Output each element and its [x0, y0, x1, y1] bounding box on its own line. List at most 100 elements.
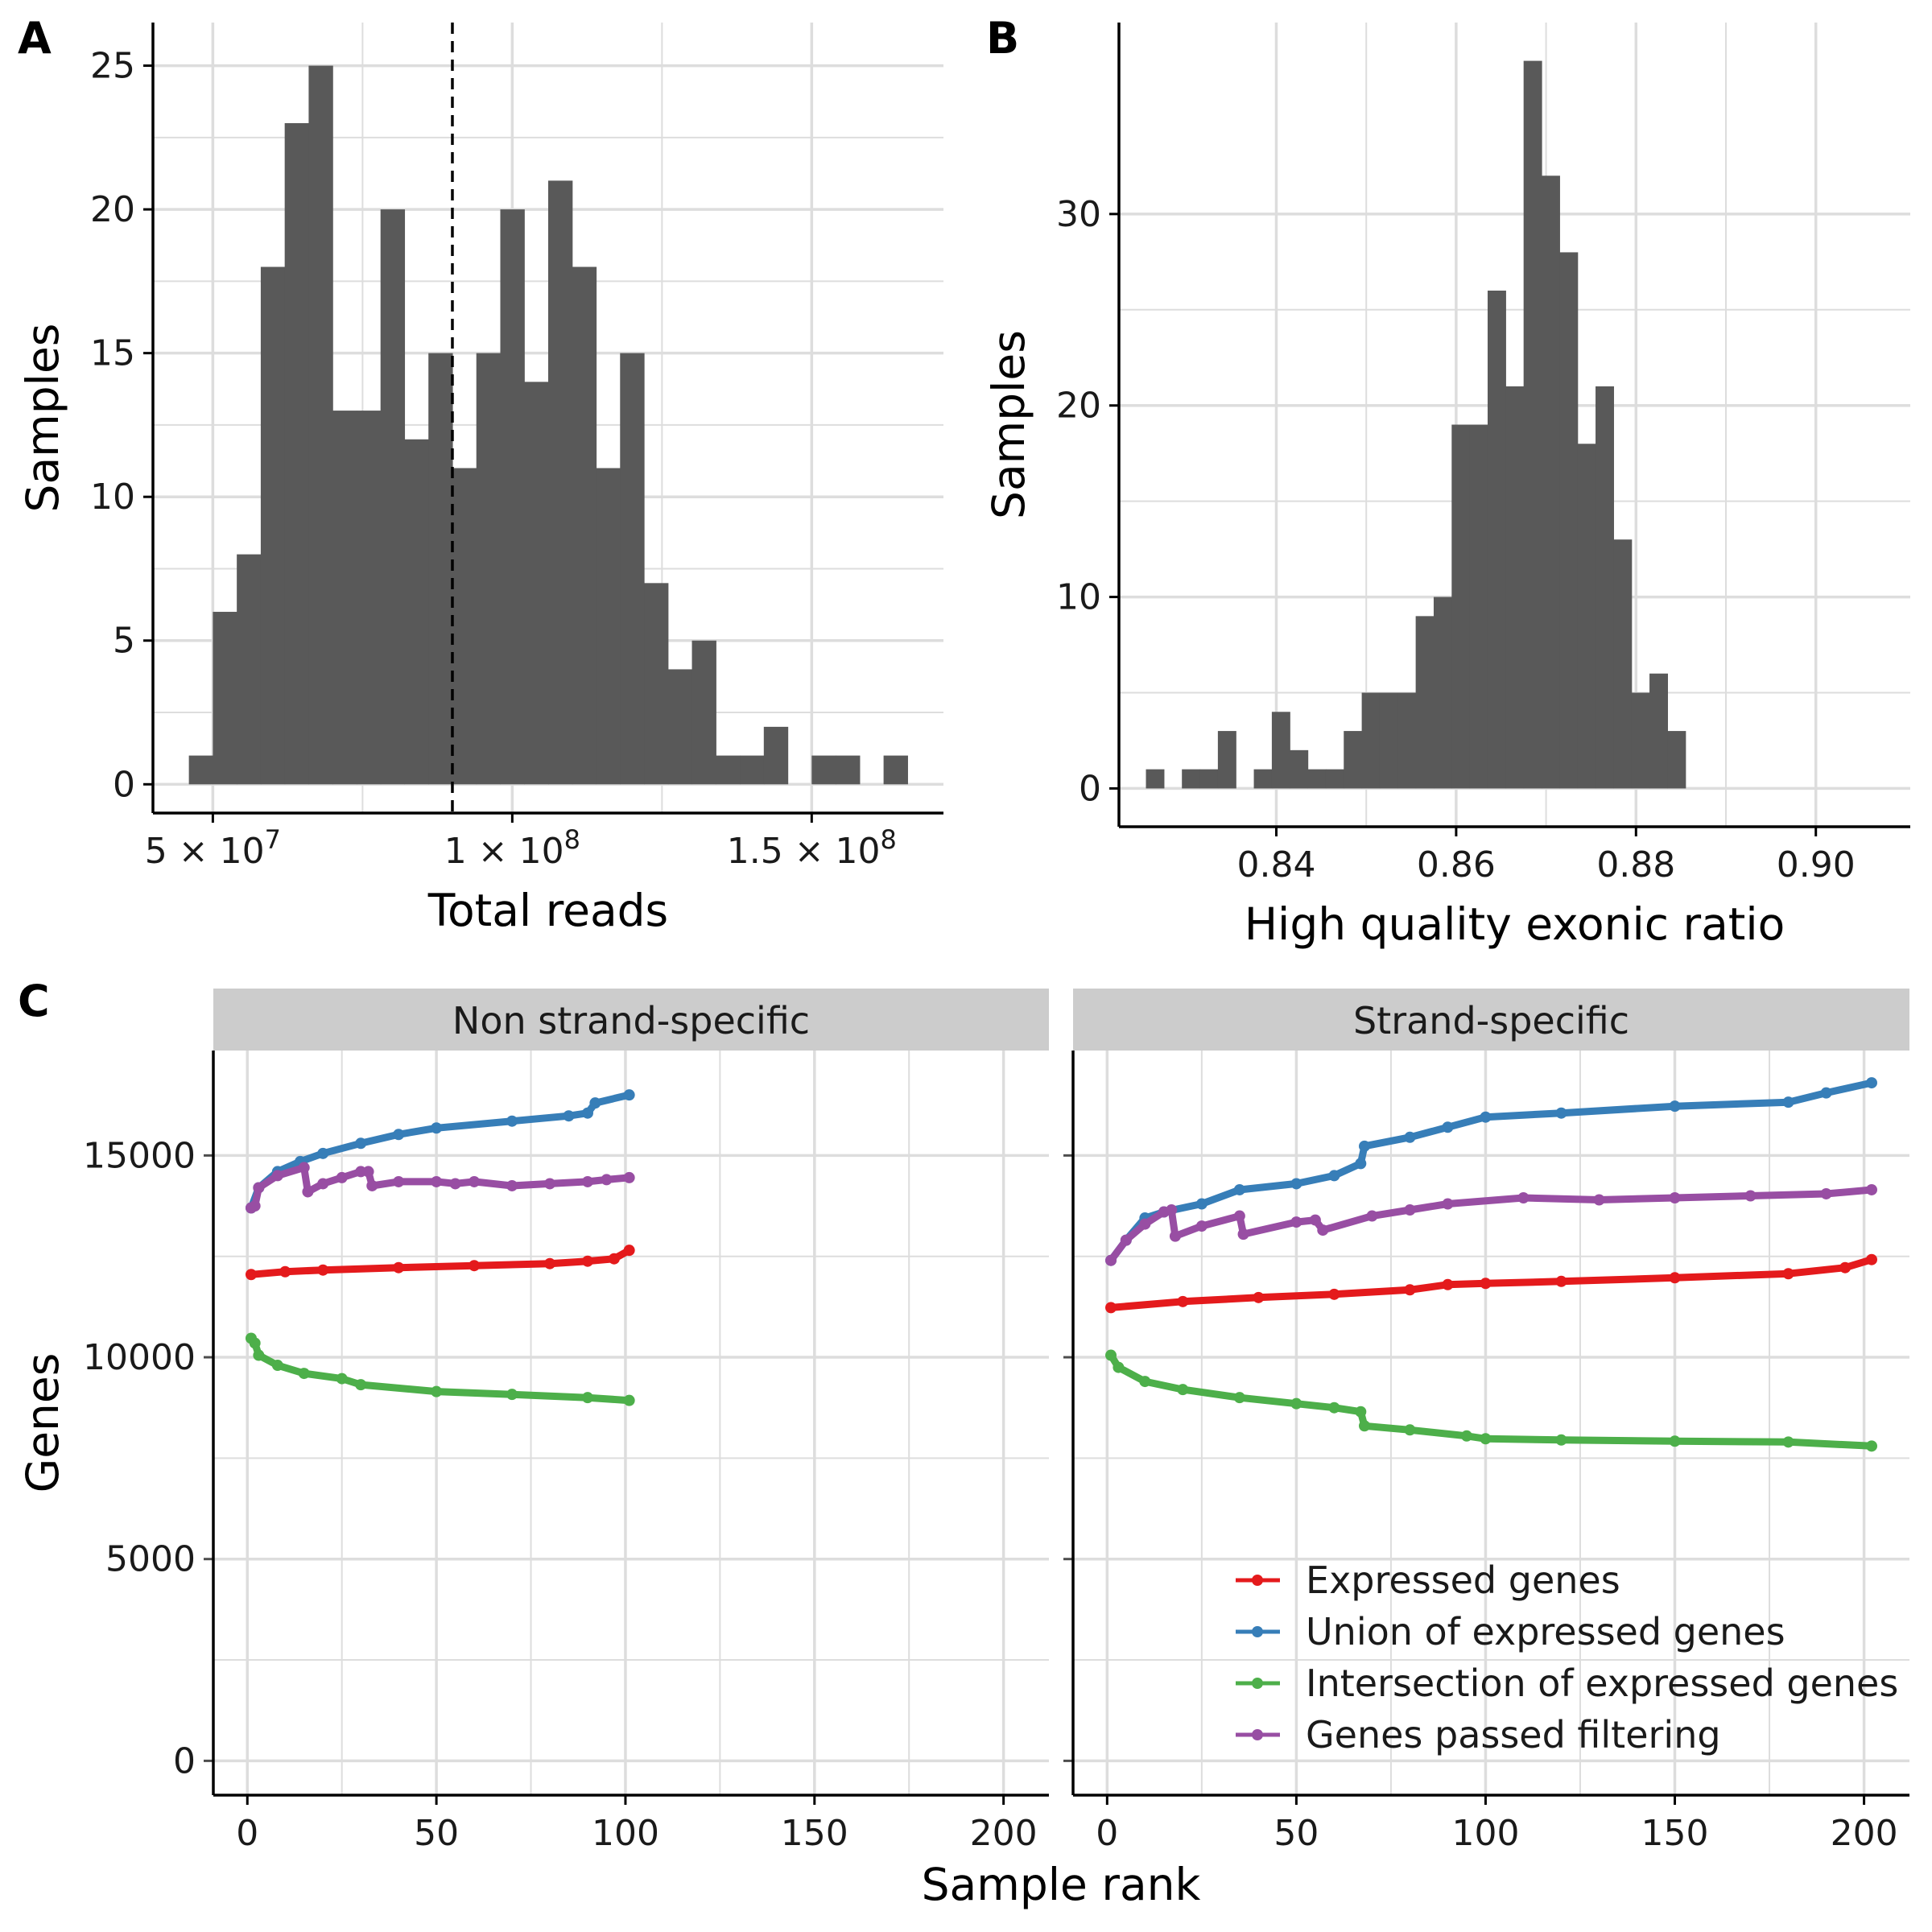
panel-a-bar [667, 669, 693, 785]
facet-1-y-tick-label: 10000 [83, 1337, 196, 1378]
facet-2-series-point [1328, 1170, 1340, 1182]
facet-2-series-point [1290, 1216, 1302, 1228]
facet-2-series-point [1328, 1402, 1340, 1414]
panel-b-x-tick-label: 0.90 [1777, 844, 1856, 886]
panel-b-histogram: 0 10 20 30 0.84 0.86 0.88 0.90 High quality exon… [983, 23, 1910, 950]
facet-2-series-point [1404, 1424, 1416, 1436]
facet-1-series-point [298, 1368, 310, 1380]
facet-2-series-point [1290, 1397, 1302, 1410]
panel-a-bar [836, 755, 861, 785]
panel-b-bar [1199, 769, 1219, 789]
panel-a-bar [404, 439, 429, 785]
facet-1-series-point [298, 1162, 310, 1174]
facet-2-series-point [1195, 1220, 1208, 1232]
facet-1-y-tick-label: 15000 [83, 1135, 196, 1176]
panel-a-bar [452, 468, 477, 785]
facet-2-series-point [1359, 1420, 1371, 1432]
panel-b-x-tick-label: 0.86 [1417, 844, 1496, 886]
facet-1-y-tick-label: 5000 [105, 1539, 196, 1580]
facet-1-series-point [506, 1115, 518, 1127]
panel-a-y-axis-title: Samples [17, 324, 68, 513]
panel-a-y-tick-label: 10 [90, 477, 135, 518]
facet-1-series-point [362, 1166, 374, 1178]
panel-b-bar [1253, 769, 1273, 789]
panel-c-legend: Expressed genes Union of expressed genes I… [1236, 1558, 1898, 1757]
panel-b-bar [1433, 597, 1452, 789]
legend-label: Union of expressed genes [1306, 1610, 1785, 1653]
panel-b-x-tick-label: 0.88 [1596, 844, 1675, 886]
facet-2-series-point [1865, 1440, 1877, 1452]
facet-2-series-point [1669, 1191, 1681, 1203]
legend-swatch-point [1252, 1678, 1263, 1689]
panel-a-bar [332, 411, 357, 785]
facet-2-series-point [1442, 1198, 1454, 1210]
facet-1-series-point [431, 1175, 443, 1187]
facet-1-strip [213, 989, 1049, 1051]
panel-b-bar [1577, 444, 1596, 789]
facet-2-x-tick-label: 150 [1641, 1813, 1709, 1854]
facet-2-series-point [1120, 1234, 1132, 1246]
panel-b-y-tick-label: 30 [1056, 194, 1101, 235]
panel-a-bar [883, 755, 908, 785]
facet-1-series-point [245, 1269, 257, 1281]
facet-2-x-tick-label: 50 [1274, 1813, 1319, 1854]
facet-1-series-point [317, 1178, 329, 1190]
facet-2-x-tick-label: 0 [1096, 1813, 1118, 1854]
facet-2-series-point [1839, 1261, 1852, 1274]
panel-a-bar [524, 382, 549, 785]
panel-b-bar [1182, 769, 1201, 789]
facet-2-series-point [1820, 1087, 1832, 1099]
facet-2-series-point [1669, 1272, 1681, 1284]
panel-tag-a: A [18, 13, 52, 64]
panel-tag-b: B [986, 13, 1019, 64]
facet-2-series-point [1555, 1107, 1567, 1119]
facet-2-series-point [1195, 1198, 1208, 1210]
facet-1-series-point [544, 1257, 556, 1269]
facet-2-series-point [1480, 1111, 1492, 1123]
panel-b-x-tick-label: 0.84 [1236, 844, 1315, 886]
facet-1-series-point [279, 1265, 291, 1278]
facet-1-series-point [271, 1170, 283, 1182]
facet-2-series-point [1253, 1291, 1265, 1303]
facet-2-x-tick-label: 200 [1831, 1813, 1898, 1854]
panel-b-bar [1397, 692, 1417, 789]
panel-a-bar [620, 353, 645, 785]
panel-a-bar [572, 266, 597, 785]
facet-2-series-point [1442, 1121, 1454, 1133]
facet-1-series-point [469, 1175, 481, 1187]
legend-swatch-point [1252, 1626, 1263, 1637]
panel-a-x-axis-title: Total reads [427, 885, 668, 936]
facet-2-series-point [1744, 1190, 1757, 1202]
facet-1-series-point [449, 1178, 461, 1190]
facet-2-series-point [1105, 1254, 1117, 1266]
facet-2-series-point [1177, 1295, 1189, 1307]
panel-a-bar [763, 726, 789, 785]
facet-2-series-point [1233, 1183, 1245, 1195]
panel-b-bar [1613, 539, 1633, 789]
facet-2-series-point [1233, 1210, 1245, 1222]
facet-1-series-point [336, 1171, 348, 1183]
facet-1-series-point [302, 1186, 314, 1198]
facet-2-series-point [1517, 1191, 1530, 1203]
facet-2-series-point [1290, 1178, 1302, 1190]
panel-b-bar [1361, 692, 1381, 789]
facet-1-x-tick-label: 200 [970, 1813, 1038, 1854]
facet-2-series-point [1404, 1284, 1416, 1296]
facet-1-y-tick-label: 0 [173, 1740, 196, 1781]
facet-1-series-point [253, 1182, 265, 1194]
facet-1-series-point [601, 1174, 613, 1186]
facet-2-series-point [1669, 1435, 1681, 1447]
panel-a-histogram: 0 5 10 15 20 25 5 × 107 1 × 108 1.5 × 108 Total r… [17, 23, 943, 936]
facet-2-series-line [1107, 1256, 1876, 1311]
facet-2-series-point [1233, 1392, 1245, 1404]
facet-2-series-point [1355, 1406, 1367, 1418]
facet-1-series-point [589, 1097, 601, 1109]
facet-1-series-point [317, 1147, 329, 1159]
facet-2-series-point [1359, 1140, 1371, 1152]
facet-2-x-tick-label: 100 [1451, 1813, 1519, 1854]
facet-2-strip [1073, 989, 1909, 1051]
legend-swatch-point [1252, 1575, 1263, 1586]
facet-2-series-point [1328, 1288, 1340, 1300]
panel-a-bar [188, 755, 213, 785]
